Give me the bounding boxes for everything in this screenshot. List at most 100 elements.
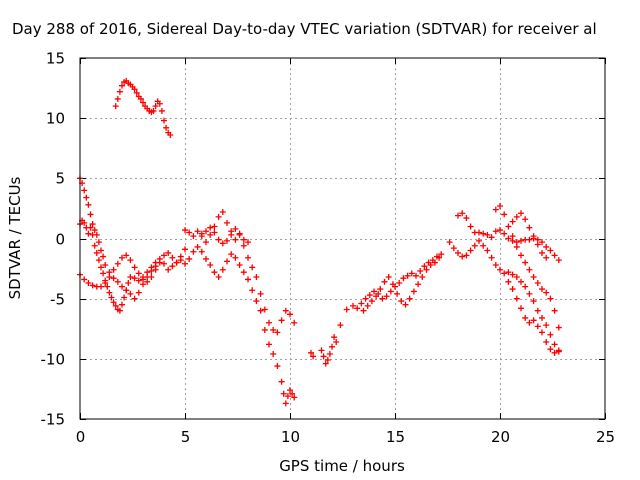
data-point — [240, 242, 247, 249]
data-point — [446, 239, 453, 246]
data-point — [81, 219, 88, 226]
data-point — [387, 288, 394, 295]
data-point — [108, 294, 115, 301]
data-point — [215, 213, 222, 220]
data-point — [513, 213, 520, 220]
data-point — [131, 295, 138, 302]
data-point — [165, 266, 172, 273]
data-point — [526, 224, 533, 231]
data-point — [119, 254, 125, 261]
data-point — [232, 236, 239, 243]
data-point — [228, 251, 235, 258]
data-point — [534, 307, 541, 314]
data-point — [167, 132, 174, 139]
data-point — [362, 295, 369, 302]
data-point — [270, 351, 277, 358]
data-point — [236, 261, 243, 268]
data-point — [555, 324, 562, 331]
data-point — [144, 278, 151, 285]
data-point — [368, 298, 375, 305]
data-point — [513, 243, 520, 250]
x-tick-label: 5 — [181, 428, 191, 446]
grid-lines — [80, 58, 605, 419]
data-point — [133, 89, 140, 96]
data-point — [555, 257, 562, 264]
data-point — [534, 241, 541, 248]
data-point — [492, 206, 499, 213]
data-point — [87, 224, 94, 231]
data-point — [91, 242, 98, 249]
data-point — [455, 249, 461, 256]
data-point — [236, 230, 243, 237]
data-point — [190, 248, 197, 255]
data-point — [253, 274, 260, 281]
data-point — [459, 210, 466, 217]
data-point — [125, 280, 132, 287]
data-point — [102, 280, 109, 287]
data-point — [379, 295, 386, 302]
data-point — [526, 236, 533, 243]
data-point — [366, 292, 373, 299]
data-point — [513, 295, 520, 302]
data-point — [518, 252, 524, 259]
data-point — [371, 288, 377, 295]
y-tick-label: 10 — [46, 110, 65, 128]
data-point — [207, 231, 214, 238]
data-point — [266, 341, 272, 348]
data-point — [131, 275, 138, 282]
data-points — [77, 77, 562, 407]
y-tick-label: 5 — [55, 170, 65, 188]
data-point — [310, 353, 317, 360]
data-point — [404, 272, 411, 279]
data-point — [551, 341, 558, 348]
data-point — [81, 276, 88, 283]
data-point — [389, 281, 396, 288]
data-point — [381, 278, 388, 285]
data-point — [526, 266, 533, 273]
data-point — [224, 237, 230, 244]
data-point — [278, 378, 285, 385]
data-point — [463, 215, 470, 222]
x-tick-label: 10 — [281, 428, 300, 446]
data-point — [364, 302, 371, 309]
data-point — [421, 263, 428, 270]
y-axis-ticks: -15 -10 -5 0 5 10 15 — [41, 50, 605, 429]
data-point — [413, 272, 419, 279]
data-point — [232, 254, 239, 261]
data-point — [85, 280, 92, 287]
data-point — [333, 338, 340, 345]
data-point — [522, 216, 529, 223]
data-point — [543, 322, 550, 329]
data-point — [501, 211, 508, 218]
data-point — [509, 271, 516, 278]
data-point — [110, 299, 117, 306]
data-point — [116, 88, 123, 95]
data-point — [551, 349, 558, 356]
data-point — [119, 283, 125, 290]
data-point — [419, 274, 426, 281]
data-point — [329, 343, 335, 350]
data-point — [543, 254, 550, 261]
data-point — [400, 275, 407, 282]
data-point — [398, 298, 405, 305]
y-tick-label: -10 — [41, 351, 66, 369]
data-point — [219, 266, 226, 273]
data-point — [539, 286, 545, 293]
data-point — [127, 290, 134, 297]
data-point — [110, 266, 117, 273]
data-point — [87, 211, 94, 218]
data-point — [488, 234, 495, 241]
data-point — [450, 245, 457, 252]
data-point — [177, 253, 184, 260]
data-point — [505, 269, 512, 276]
data-point — [211, 229, 218, 236]
data-point — [497, 227, 503, 234]
data-point — [350, 302, 356, 309]
data-point — [182, 246, 188, 253]
data-point — [530, 274, 537, 281]
data-point — [526, 290, 533, 297]
data-point — [106, 274, 113, 281]
data-point — [245, 239, 251, 246]
data-point — [377, 286, 384, 293]
data-point — [240, 269, 247, 276]
